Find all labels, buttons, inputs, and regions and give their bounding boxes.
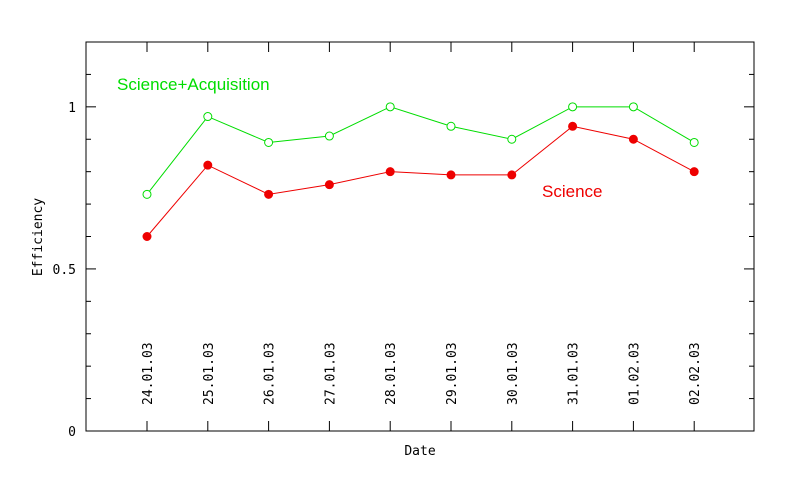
plot-frame	[85, 41, 755, 432]
x-tick-label: 31.01.03	[567, 342, 582, 405]
axis-ticks	[86, 41, 754, 432]
data-point	[689, 137, 699, 147]
x-tick-label: 24.01.03	[141, 342, 156, 405]
series-label: Science+Acquisition	[117, 75, 270, 94]
series-line	[146, 106, 695, 195]
data-series	[142, 102, 699, 241]
data-point	[568, 102, 578, 112]
series-labels: Science+Acquisition Science	[117, 75, 602, 201]
series-label: Science	[542, 182, 602, 201]
data-point	[142, 189, 152, 199]
data-point	[385, 167, 395, 177]
data-point	[203, 160, 213, 170]
series-line	[146, 125, 695, 237]
data-point	[264, 137, 274, 147]
y-axis-label: Efficiency	[31, 198, 46, 276]
data-point	[628, 102, 638, 112]
x-tick-label: 25.01.03	[202, 342, 217, 405]
x-tick-label: 28.01.03	[384, 342, 399, 405]
data-point	[324, 180, 334, 190]
data-point	[628, 134, 638, 144]
x-tick-label: 01.02.03	[627, 342, 642, 405]
data-point	[203, 112, 213, 122]
data-point	[324, 131, 334, 141]
data-point	[446, 121, 456, 131]
y-tick-label: 1	[68, 101, 76, 116]
data-point	[568, 121, 578, 131]
data-point	[142, 232, 152, 241]
y-tick-label: 0	[68, 425, 76, 440]
x-tick-label: 30.01.03	[506, 342, 521, 405]
x-tick-label: 29.01.03	[445, 342, 460, 405]
data-point	[507, 170, 517, 180]
data-point	[689, 167, 699, 177]
data-point	[507, 134, 517, 144]
y-tick-label: 0.5	[53, 263, 76, 278]
x-tick-labels: 24.01.03 25.01.03 26.01.03 27.01.03 28.01.03…	[141, 342, 703, 405]
x-tick-label: 27.01.03	[323, 342, 338, 405]
data-point	[446, 170, 456, 180]
x-tick-label: 02.02.03	[688, 342, 703, 405]
x-tick-label: 26.01.03	[263, 342, 278, 405]
y-tick-labels: 00.51	[53, 101, 76, 440]
data-point	[385, 102, 395, 112]
x-axis-label: Date	[404, 444, 435, 459]
data-point	[264, 189, 274, 199]
